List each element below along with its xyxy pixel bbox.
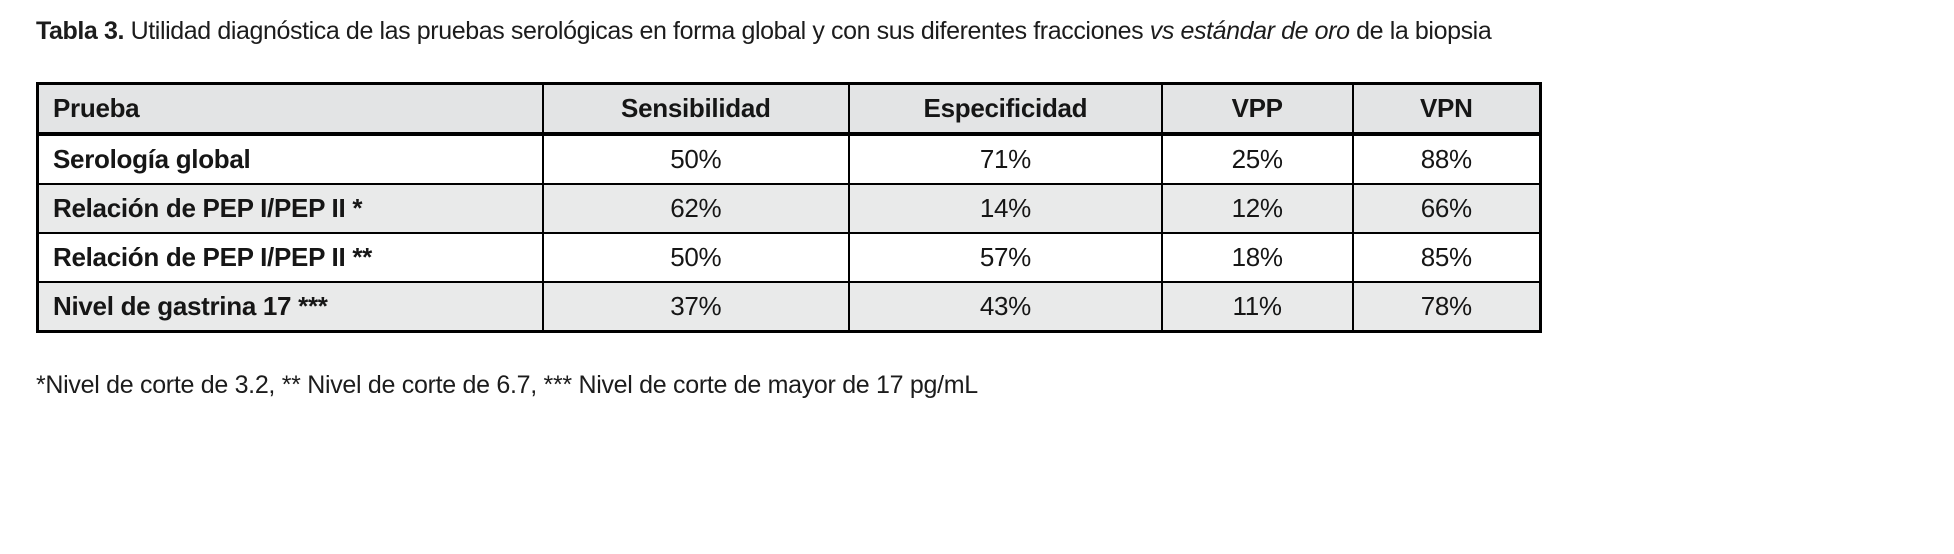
value-cell-sensibilidad: 50%: [541, 231, 851, 283]
value-cell-especificidad: 57%: [848, 231, 1163, 283]
value-cell-vpp: 25%: [1160, 132, 1354, 185]
table-caption-number: Tabla 3.: [36, 17, 125, 45]
table-row-serologia-global: Serología global 50% 71% 25% 88%: [36, 132, 1542, 185]
value-cell-vpn: 66%: [1351, 182, 1542, 234]
value-cell-sensibilidad: 50%: [541, 132, 851, 185]
value-cell-vpp: 12%: [1160, 182, 1354, 234]
column-header-vpp: VPP: [1160, 82, 1354, 136]
column-header-especificidad: Especificidad: [848, 82, 1163, 136]
table-caption-italic: vs estándar de oro: [1149, 17, 1350, 45]
table-header-row: Prueba Sensibilidad Especificidad VPP VP…: [36, 82, 1542, 136]
value-cell-especificidad: 14%: [848, 182, 1163, 234]
row-label: Nivel de gastrina 17 ***: [36, 280, 544, 332]
table-caption-tail: de la biopsia: [1356, 17, 1492, 45]
value-cell-vpn: 88%: [1351, 132, 1542, 185]
table-head: Prueba Sensibilidad Especificidad VPP VP…: [36, 82, 1542, 136]
table-row-pep-ratio-2: Relación de PEP I/PEP II ** 50% 57% 18% …: [36, 231, 1542, 283]
table-body: Serología global 50% 71% 25% 88% Relació…: [36, 132, 1542, 332]
column-header-vpn: VPN: [1351, 82, 1542, 136]
value-cell-vpp: 18%: [1160, 231, 1354, 283]
row-label: Relación de PEP I/PEP II *: [36, 182, 544, 234]
value-cell-sensibilidad: 37%: [541, 280, 851, 332]
value-cell-especificidad: 71%: [848, 132, 1163, 185]
table-footnote: *Nivel de corte de 3.2, ** Nivel de cort…: [36, 370, 978, 399]
value-cell-vpn: 78%: [1351, 280, 1542, 332]
table-caption: Tabla 3. Utilidad diagnóstica de las pru…: [36, 14, 1548, 50]
value-cell-vpp: 11%: [1160, 280, 1354, 332]
table-caption-text: Utilidad diagnóstica de las pruebas sero…: [130, 17, 1144, 45]
row-label: Serología global: [36, 132, 544, 185]
value-cell-sensibilidad: 62%: [541, 182, 851, 234]
diagnostic-results-table: Prueba Sensibilidad Especificidad VPP VP…: [36, 81, 1542, 333]
table-row-gastrina-17: Nivel de gastrina 17 *** 37% 43% 11% 78%: [36, 280, 1542, 332]
table-row-pep-ratio-1: Relación de PEP I/PEP II * 62% 14% 12% 6…: [36, 182, 1542, 234]
value-cell-especificidad: 43%: [848, 280, 1163, 332]
column-header-prueba: Prueba: [36, 82, 544, 136]
row-label: Relación de PEP I/PEP II **: [36, 231, 544, 283]
value-cell-vpn: 85%: [1351, 231, 1542, 283]
column-header-sensibilidad: Sensibilidad: [541, 82, 851, 136]
